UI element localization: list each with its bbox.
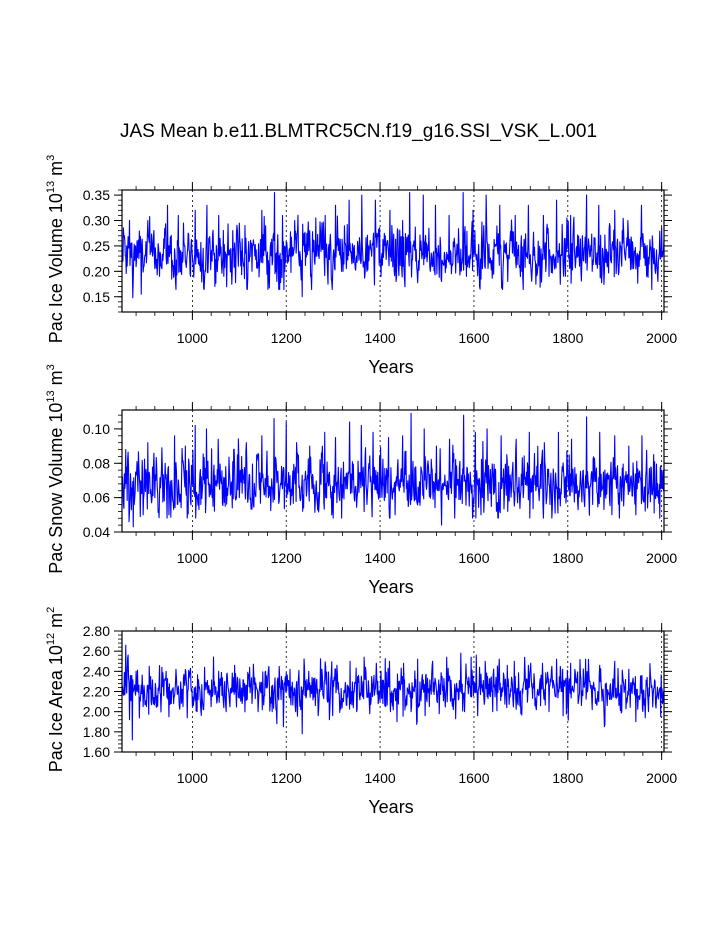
y-tick-label: 0.35: [83, 187, 110, 203]
y-tick-label: 0.10: [83, 421, 110, 437]
x-tick-label: 1200: [271, 770, 302, 786]
x-tick-label: 2000: [646, 770, 677, 786]
y-tick-label: 2.80: [83, 623, 110, 639]
panel-snow-volume: 1000 1200 1400 1600 1800 2000 0.04 0.06 0.08 0.10…: [45, 364, 677, 597]
x-tick-label: 1600: [458, 330, 489, 346]
y-tick-label: 2.20: [83, 684, 110, 700]
x-tick-label: 1200: [271, 550, 302, 566]
series-line: [121, 644, 665, 741]
x-axis-label: Years: [368, 577, 413, 597]
x-axis-label: Years: [368, 357, 413, 377]
y-tick-label: 2.00: [83, 704, 110, 720]
y-axis-label: Pac Ice Area 1012 m2: [45, 607, 66, 772]
panel-ice-area: 1000 1200 1400 1600 1800 2000 1.60 1.80 2.00 2.20…: [45, 607, 677, 817]
panel-ice-volume: 1000 1200 1400 1600 1800 2000 0.15 0.20 0.25 0.30…: [45, 155, 677, 377]
y-tick-label: 0.25: [83, 238, 110, 254]
x-tick-label: 1000: [177, 770, 208, 786]
y-tick-label: 0.06: [83, 490, 110, 506]
x-tick-label: 1800: [552, 550, 583, 566]
x-tick-label: 1000: [177, 550, 208, 566]
y-tick-label: 0.15: [83, 289, 110, 305]
series-line: [121, 412, 665, 528]
x-axis-label: Years: [368, 797, 413, 817]
y-axis-label: Pac Ice Volume 1013 m3: [45, 155, 66, 343]
y-tick-label: 0.04: [83, 524, 110, 540]
y-tick-label: 1.60: [83, 744, 110, 760]
x-tick-label: 2000: [646, 550, 677, 566]
x-tick-label: 1800: [552, 330, 583, 346]
y-tick-label: 0.08: [83, 455, 110, 471]
y-tick-label: 0.20: [83, 263, 110, 279]
y-tick-label: 0.30: [83, 213, 110, 229]
x-tick-label: 1800: [552, 770, 583, 786]
y-tick-label: 1.80: [83, 724, 110, 740]
x-tick-label: 1400: [365, 550, 396, 566]
plot-frame: [121, 409, 665, 533]
x-tick-label: 1600: [458, 550, 489, 566]
y-tick-label: 2.40: [83, 663, 110, 679]
x-tick-label: 1600: [458, 770, 489, 786]
x-tick-label: 1000: [177, 330, 208, 346]
x-tick-label: 1400: [365, 330, 396, 346]
series-line: [121, 191, 665, 299]
x-tick-label: 1200: [271, 330, 302, 346]
x-tick-label: 2000: [646, 330, 677, 346]
x-tick-label: 1400: [365, 770, 396, 786]
y-axis-label: Pac Snow Volume 1013 m3: [45, 364, 66, 573]
y-tick-label: 2.60: [83, 643, 110, 659]
figure-title: JAS Mean b.e11.BLMTRC5CN.f19_g16.SSI_VSK…: [120, 121, 597, 142]
